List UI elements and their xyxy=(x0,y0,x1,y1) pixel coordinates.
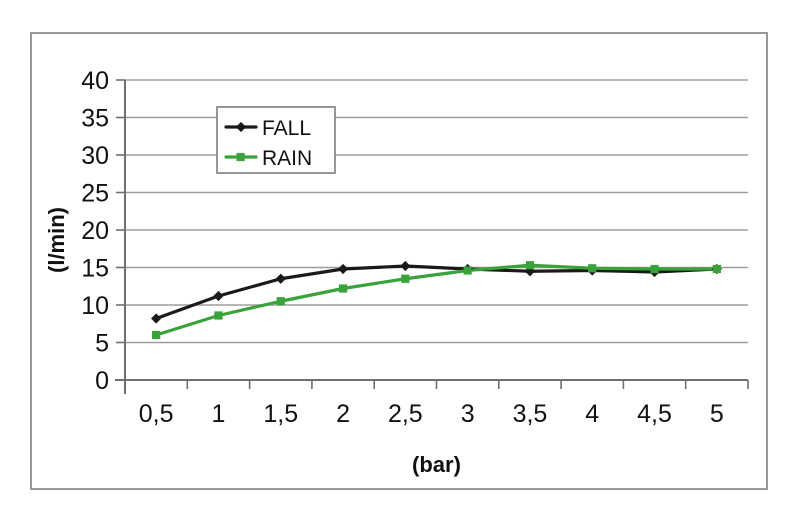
data-point-rain-7 xyxy=(588,264,597,273)
data-point-fall-3 xyxy=(337,263,349,275)
data-point-rain-0 xyxy=(152,330,161,340)
x-axis-tick-label: 1,5 xyxy=(263,400,298,428)
y-axis-tick-label: 35 xyxy=(81,105,109,133)
chart-figure-frame: 0 5 10 15 20 25 30 35 40 0,5 1 1,5 2 2,5 3 3,5 4 4,5 5 (bar… xyxy=(30,32,768,490)
y-axis-title: (l/min) xyxy=(44,207,69,273)
line-chart: 0 5 10 15 20 25 30 35 40 0,5 1 1,5 2 2,5 3 3,5 4 4,5 5 (bar… xyxy=(44,67,749,477)
x-axis-tick-label: 4 xyxy=(585,400,599,428)
x-axis-title: (bar) xyxy=(412,452,461,477)
data-point-rain-9 xyxy=(712,264,721,274)
y-axis-tick-label: 5 xyxy=(95,330,109,358)
data-point-fall-1 xyxy=(213,290,224,302)
y-axis-tick-label: 0 xyxy=(95,367,109,395)
data-point-rain-2 xyxy=(276,297,285,306)
y-axis-tick-label: 25 xyxy=(81,180,109,208)
data-point-fall-2 xyxy=(275,273,286,284)
chart-legend-box xyxy=(216,106,336,174)
x-axis-tick-label: 4,5 xyxy=(637,400,672,428)
legend-marker-rain xyxy=(236,152,245,162)
legend-marker-fall xyxy=(235,121,247,133)
y-axis-tick-label: 40 xyxy=(81,67,109,95)
y-axis-tick-label: 10 xyxy=(81,292,109,320)
y-axis-tick-label: 15 xyxy=(81,255,109,283)
data-point-rain-6 xyxy=(525,261,535,270)
x-axis-tick-label: 2,5 xyxy=(388,400,423,428)
x-axis-tick-label: 5 xyxy=(710,400,724,428)
data-point-rain-8 xyxy=(650,264,659,274)
x-axis-tick-label: 3,5 xyxy=(513,400,548,428)
y-axis-tick-label: 20 xyxy=(81,217,109,245)
legend-label-fall: FALL xyxy=(262,117,311,140)
x-axis-tick-label: 3 xyxy=(461,400,475,428)
series-line-rain xyxy=(154,263,719,337)
chart-plot-container: 0 5 10 15 20 25 30 35 40 0,5 1 1,5 2 2,5 3 3,5 4 4,5 5 (bar… xyxy=(32,34,766,488)
data-point-fall-0 xyxy=(151,313,162,324)
data-point-rain-1 xyxy=(214,311,223,320)
data-point-rain-5 xyxy=(463,266,472,275)
legend-label-rain: RAIN xyxy=(262,147,312,170)
x-axis-tick-label: 2 xyxy=(336,400,350,428)
series-line-fall xyxy=(154,264,719,321)
x-axis-tick-label: 0,5 xyxy=(139,400,174,428)
data-point-rain-4 xyxy=(401,274,410,283)
x-axis-tick-label: 1 xyxy=(211,400,225,428)
data-point-fall-4 xyxy=(400,260,411,272)
data-point-rain-3 xyxy=(338,284,348,293)
y-axis-tick-label: 30 xyxy=(81,142,109,170)
